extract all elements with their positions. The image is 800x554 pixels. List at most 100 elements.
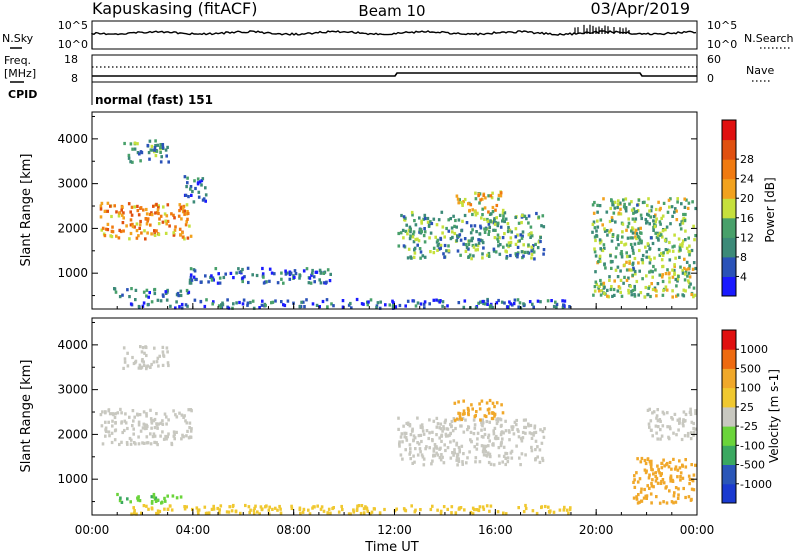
power-cell	[165, 154, 168, 158]
velocity-cell	[195, 506, 199, 510]
velocity-cell	[673, 412, 677, 416]
velocity-cell	[500, 441, 503, 445]
power-cell	[608, 219, 612, 224]
velocity-cell	[527, 422, 530, 426]
velocity-cell	[650, 467, 653, 471]
nave-label: Nave	[746, 64, 774, 77]
power-cell	[106, 209, 109, 213]
power-cell	[436, 238, 440, 242]
power-cell	[119, 229, 123, 234]
power-cell	[313, 280, 316, 284]
power-cell	[456, 234, 459, 238]
power-cell	[661, 214, 665, 218]
velocity-cell	[524, 506, 528, 511]
velocity-cell	[500, 430, 504, 434]
velocity-cell	[460, 417, 463, 422]
power-cell	[430, 221, 434, 226]
velocity-cell	[140, 365, 144, 369]
power-cell	[186, 236, 190, 240]
power-cell	[503, 211, 507, 215]
velocity-cell	[656, 481, 660, 485]
power-cell	[512, 302, 516, 306]
power-cell	[621, 235, 624, 239]
velocity-cell	[419, 450, 422, 454]
power-cell	[682, 288, 686, 292]
velocity-cell	[480, 435, 484, 439]
power-cell	[610, 216, 614, 220]
power-cell	[412, 232, 415, 237]
power-cell	[476, 244, 480, 248]
power-cell	[654, 231, 657, 235]
velocity-cell	[643, 458, 647, 463]
colorbar-tick-label: 12	[740, 231, 754, 244]
power-cell	[505, 256, 508, 260]
velocity-cell	[670, 500, 674, 504]
power-cell	[302, 269, 306, 273]
velocity-cell	[524, 431, 527, 435]
velocity-cell	[163, 507, 166, 511]
power-cell	[500, 300, 504, 304]
power-cell	[401, 228, 405, 232]
power-cell	[307, 281, 311, 285]
velocity-cell	[501, 411, 505, 415]
velocity-cell	[440, 439, 443, 443]
velocity-cell	[362, 507, 366, 511]
colorbar-segment	[722, 387, 736, 408]
power-cell	[138, 152, 141, 156]
power-cell	[489, 194, 493, 198]
power-cell	[137, 213, 141, 217]
power-cell	[190, 278, 194, 282]
power-cell	[443, 255, 446, 259]
power-cell	[219, 305, 223, 309]
velocity-cell	[145, 367, 148, 371]
power-cell	[189, 273, 193, 277]
power-cell	[668, 205, 671, 209]
velocity-cell	[649, 465, 653, 469]
velocity-cell	[648, 460, 652, 464]
velocity-cell	[669, 479, 672, 483]
power-cell	[691, 200, 694, 204]
power-cell	[188, 224, 191, 228]
velocity-cell	[457, 400, 460, 404]
power-cell	[652, 219, 655, 223]
power-cell	[561, 305, 565, 309]
velocity-cell	[161, 363, 165, 367]
power-cell	[286, 299, 290, 303]
velocity-cell	[534, 430, 538, 434]
power-cell	[593, 285, 597, 289]
velocity-cell	[485, 454, 489, 458]
freq-label-1: Freq.	[4, 54, 31, 67]
velocity-cell	[145, 412, 148, 416]
power-cell	[261, 299, 264, 303]
velocity-cell	[370, 510, 374, 514]
velocity-cell	[493, 436, 497, 440]
velocity-cell	[178, 411, 181, 415]
velocity-cell	[408, 443, 412, 447]
power-cell	[660, 216, 663, 220]
power-cell	[106, 222, 110, 226]
velocity-cell	[504, 456, 507, 460]
velocity-cell	[674, 486, 678, 490]
power-cell	[129, 142, 133, 146]
power-cell	[495, 301, 499, 305]
power-cell	[103, 234, 107, 238]
velocity-cell	[120, 420, 124, 424]
power-cell	[662, 201, 666, 205]
velocity-cell	[541, 458, 545, 463]
power-cell	[674, 256, 677, 260]
power-cell	[201, 177, 205, 181]
velocity-cell	[694, 409, 697, 413]
power-cell	[214, 267, 218, 271]
power-cell	[606, 233, 609, 237]
velocity-cell	[480, 420, 483, 424]
power-cell	[593, 226, 597, 230]
velocity-cell	[149, 432, 152, 436]
power-cell	[423, 217, 427, 221]
power-cell	[99, 204, 103, 208]
power-cell	[106, 228, 110, 232]
velocity-cell	[239, 511, 242, 515]
velocity-cell	[689, 407, 692, 411]
power-cell	[610, 266, 613, 270]
velocity-cell	[141, 441, 144, 445]
power-cell	[675, 284, 678, 288]
